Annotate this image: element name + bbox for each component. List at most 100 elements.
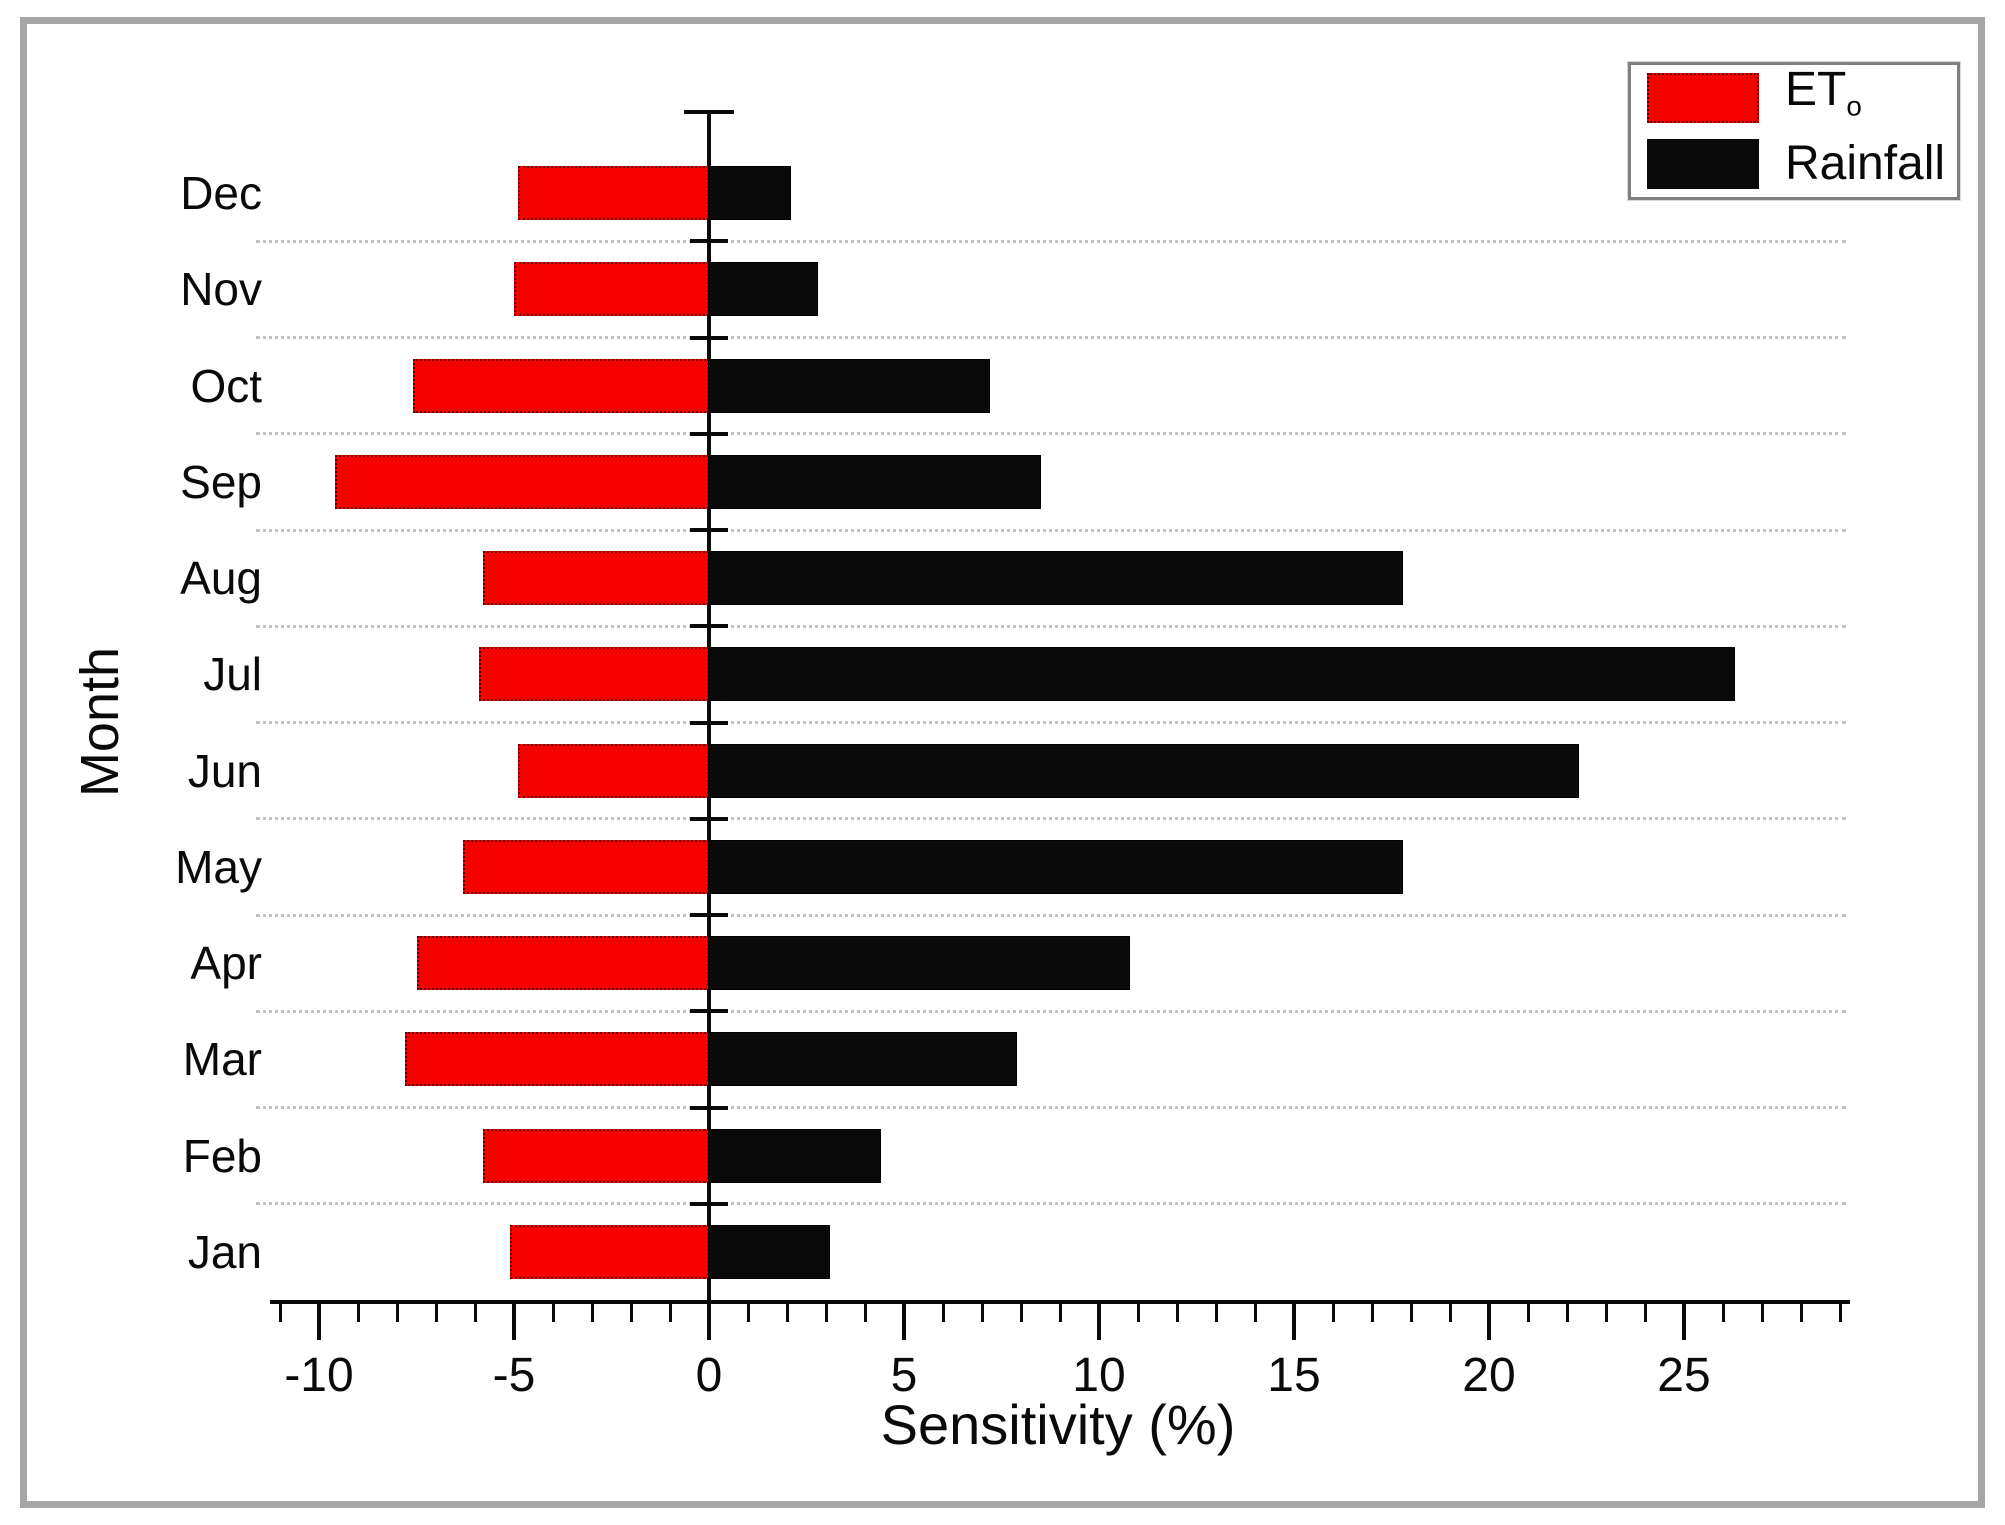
- bar-rainfall-feb: [708, 1128, 881, 1183]
- gridline: [256, 721, 1846, 724]
- x-minor-tick: [824, 1304, 828, 1322]
- bar-et0-sep: [334, 454, 709, 509]
- bar-et0-apr: [416, 936, 709, 991]
- x-minor-tick: [1214, 1304, 1218, 1322]
- bar-et0-nov: [514, 262, 709, 317]
- x-minor-tick: [1643, 1304, 1647, 1322]
- bar-rainfall-jan: [708, 1224, 830, 1279]
- x-minor-tick: [590, 1304, 594, 1322]
- x-axis-line: [270, 1300, 1850, 1304]
- bar-rainfall-nov: [708, 262, 819, 317]
- x-tick-label: -5: [492, 1349, 536, 1402]
- x-tick-label: 10: [1072, 1349, 1126, 1402]
- x-major-tick: [1292, 1304, 1296, 1340]
- bar-rainfall-mar: [708, 1032, 1018, 1087]
- x-minor-tick: [356, 1304, 360, 1322]
- bar-et0-aug: [482, 551, 709, 606]
- x-minor-tick: [941, 1304, 945, 1322]
- x-minor-tick: [1058, 1304, 1062, 1322]
- y-category-label-sep: Sep: [180, 455, 262, 508]
- x-tick-label: -10: [284, 1349, 354, 1402]
- x-minor-tick: [629, 1304, 633, 1322]
- bar-et0-feb: [482, 1128, 709, 1183]
- legend: ETo Rainfall: [1628, 62, 1960, 200]
- x-minor-tick: [785, 1304, 789, 1322]
- zero-axis-line: [707, 112, 711, 1300]
- bar-rainfall-dec: [708, 166, 791, 221]
- y-category-label-feb: Feb: [182, 1129, 262, 1182]
- legend-label-et0-text: ET: [1785, 62, 1847, 116]
- gridline: [256, 239, 1846, 243]
- x-minor-tick: [1253, 1304, 1257, 1322]
- x-major-tick: [1682, 1304, 1686, 1340]
- x-major-tick: [1487, 1304, 1491, 1340]
- gridline: [256, 624, 1846, 628]
- y-category-label-jan: Jan: [187, 1225, 262, 1278]
- y-category-label-oct: Oct: [190, 359, 262, 412]
- gridline: [256, 528, 1846, 532]
- x-axis-title: Sensitivity (%): [880, 1393, 1236, 1456]
- x-minor-tick: [668, 1304, 672, 1322]
- bar-rainfall-oct: [708, 358, 990, 413]
- x-minor-tick: [551, 1304, 555, 1322]
- gridline: [256, 336, 1846, 339]
- y-category-label-aug: Aug: [180, 552, 262, 605]
- x-major-tick: [1097, 1304, 1101, 1340]
- bar-et0-oct: [412, 358, 709, 413]
- figure-border: [20, 17, 1985, 1508]
- gridline: [256, 1106, 1846, 1109]
- y-category-label-jun: Jun: [187, 744, 262, 797]
- x-tick-label: 15: [1267, 1349, 1321, 1402]
- x-minor-tick: [1526, 1304, 1530, 1322]
- x-minor-tick: [1370, 1304, 1374, 1322]
- y-category-label-mar: Mar: [182, 1033, 262, 1086]
- x-minor-tick: [434, 1304, 438, 1322]
- bar-rainfall-may: [708, 839, 1404, 894]
- x-major-tick: [512, 1304, 516, 1340]
- x-minor-tick: [1409, 1304, 1413, 1322]
- bar-rainfall-sep: [708, 454, 1041, 509]
- x-minor-tick: [473, 1304, 477, 1322]
- x-tick-label: 25: [1657, 1349, 1711, 1402]
- gridline: [256, 913, 1846, 917]
- legend-swatch-rainfall: [1647, 139, 1759, 189]
- x-major-tick: [317, 1304, 321, 1340]
- legend-swatch-et0: [1647, 73, 1759, 123]
- x-minor-tick: [746, 1304, 750, 1322]
- bar-et0-may: [463, 839, 709, 894]
- x-major-tick: [902, 1304, 906, 1340]
- legend-label-rainfall-text: Rainfall: [1785, 137, 1946, 190]
- x-minor-tick: [278, 1304, 282, 1322]
- legend-label-et0-subscript: o: [1846, 90, 1862, 122]
- gridline: [256, 1202, 1846, 1206]
- y-category-label-may: May: [175, 840, 262, 893]
- x-minor-tick: [1565, 1304, 1569, 1322]
- y-category-label-apr: Apr: [190, 937, 262, 990]
- legend-label-et0: ETo: [1785, 62, 1862, 132]
- legend-item-rainfall: Rainfall: [1631, 131, 1957, 197]
- x-minor-tick: [1175, 1304, 1179, 1322]
- x-minor-tick: [1019, 1304, 1023, 1322]
- x-minor-tick: [1604, 1304, 1608, 1322]
- bar-et0-jun: [517, 743, 709, 798]
- legend-item-et0: ETo: [1631, 62, 1957, 132]
- x-minor-tick: [1760, 1304, 1764, 1322]
- x-minor-tick: [1721, 1304, 1725, 1322]
- x-minor-tick: [863, 1304, 867, 1322]
- x-minor-tick: [395, 1304, 399, 1322]
- gridline: [256, 1009, 1846, 1013]
- y-category-label-nov: Nov: [180, 263, 262, 316]
- zero-axis-top-cap: [684, 110, 734, 114]
- bar-et0-jul: [478, 647, 709, 702]
- x-tick-label: 5: [890, 1349, 918, 1402]
- y-axis-title: Month: [70, 646, 130, 798]
- x-minor-tick: [1448, 1304, 1452, 1322]
- x-minor-tick: [1136, 1304, 1140, 1322]
- y-category-label-dec: Dec: [180, 167, 262, 220]
- bar-rainfall-jul: [708, 647, 1735, 702]
- y-category-label-jul: Jul: [203, 648, 262, 701]
- bar-rainfall-aug: [708, 551, 1404, 606]
- gridline: [256, 817, 1846, 821]
